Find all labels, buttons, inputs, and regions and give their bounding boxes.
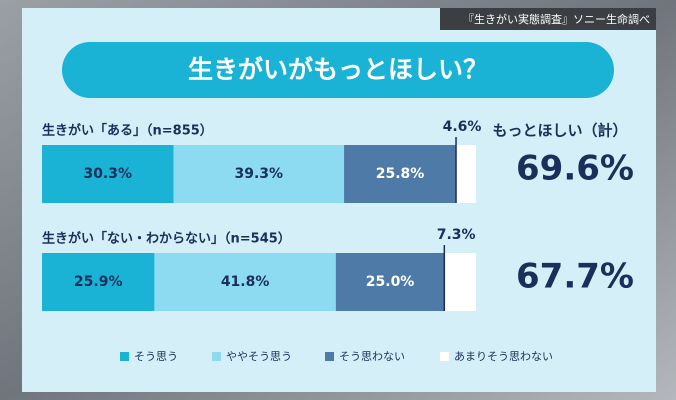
value-label: 4.6% bbox=[443, 119, 482, 135]
source-band bbox=[440, 8, 656, 30]
value-label: 7.3% bbox=[437, 227, 476, 243]
total-label: 67.7% bbox=[516, 257, 634, 297]
value-label: 25.0% bbox=[366, 274, 415, 290]
bar-segment bbox=[335, 253, 445, 311]
bar-segment bbox=[456, 145, 476, 203]
bar-segment bbox=[173, 145, 345, 203]
total-title: もっとほしい（計） bbox=[492, 122, 627, 140]
value-label: 25.8% bbox=[376, 166, 425, 182]
title-pill bbox=[62, 42, 614, 98]
bar-segment bbox=[154, 253, 336, 311]
legend-swatch bbox=[120, 352, 129, 361]
legend-label: あまりそう思わない bbox=[454, 350, 553, 363]
chart-title: 生きがいがもっとほしい？ bbox=[188, 55, 488, 84]
total-label: 69.6% bbox=[516, 149, 634, 189]
legend-label: そう思わない bbox=[339, 350, 405, 363]
bar-segment bbox=[344, 145, 457, 203]
bar-segment bbox=[42, 253, 155, 311]
legend-label: そう思う bbox=[134, 350, 178, 363]
category-label: 生きがい「ある」（n=855） bbox=[42, 123, 213, 139]
bar-segment bbox=[42, 145, 174, 203]
bar-segment bbox=[444, 253, 476, 311]
legend-swatch bbox=[325, 352, 334, 361]
value-label: 30.3% bbox=[83, 166, 132, 182]
category-label: 生きがい「ない・わからない」（n=545） bbox=[42, 231, 291, 247]
legend-swatch bbox=[212, 352, 221, 361]
value-label: 41.8% bbox=[221, 274, 270, 290]
value-label: 39.3% bbox=[234, 166, 283, 182]
legend-swatch bbox=[440, 352, 449, 361]
value-label: 25.9% bbox=[74, 274, 123, 290]
source: 『生きがい実態調査』ソニー生命調べ bbox=[463, 12, 650, 26]
legend-label: ややそう思う bbox=[226, 350, 292, 363]
